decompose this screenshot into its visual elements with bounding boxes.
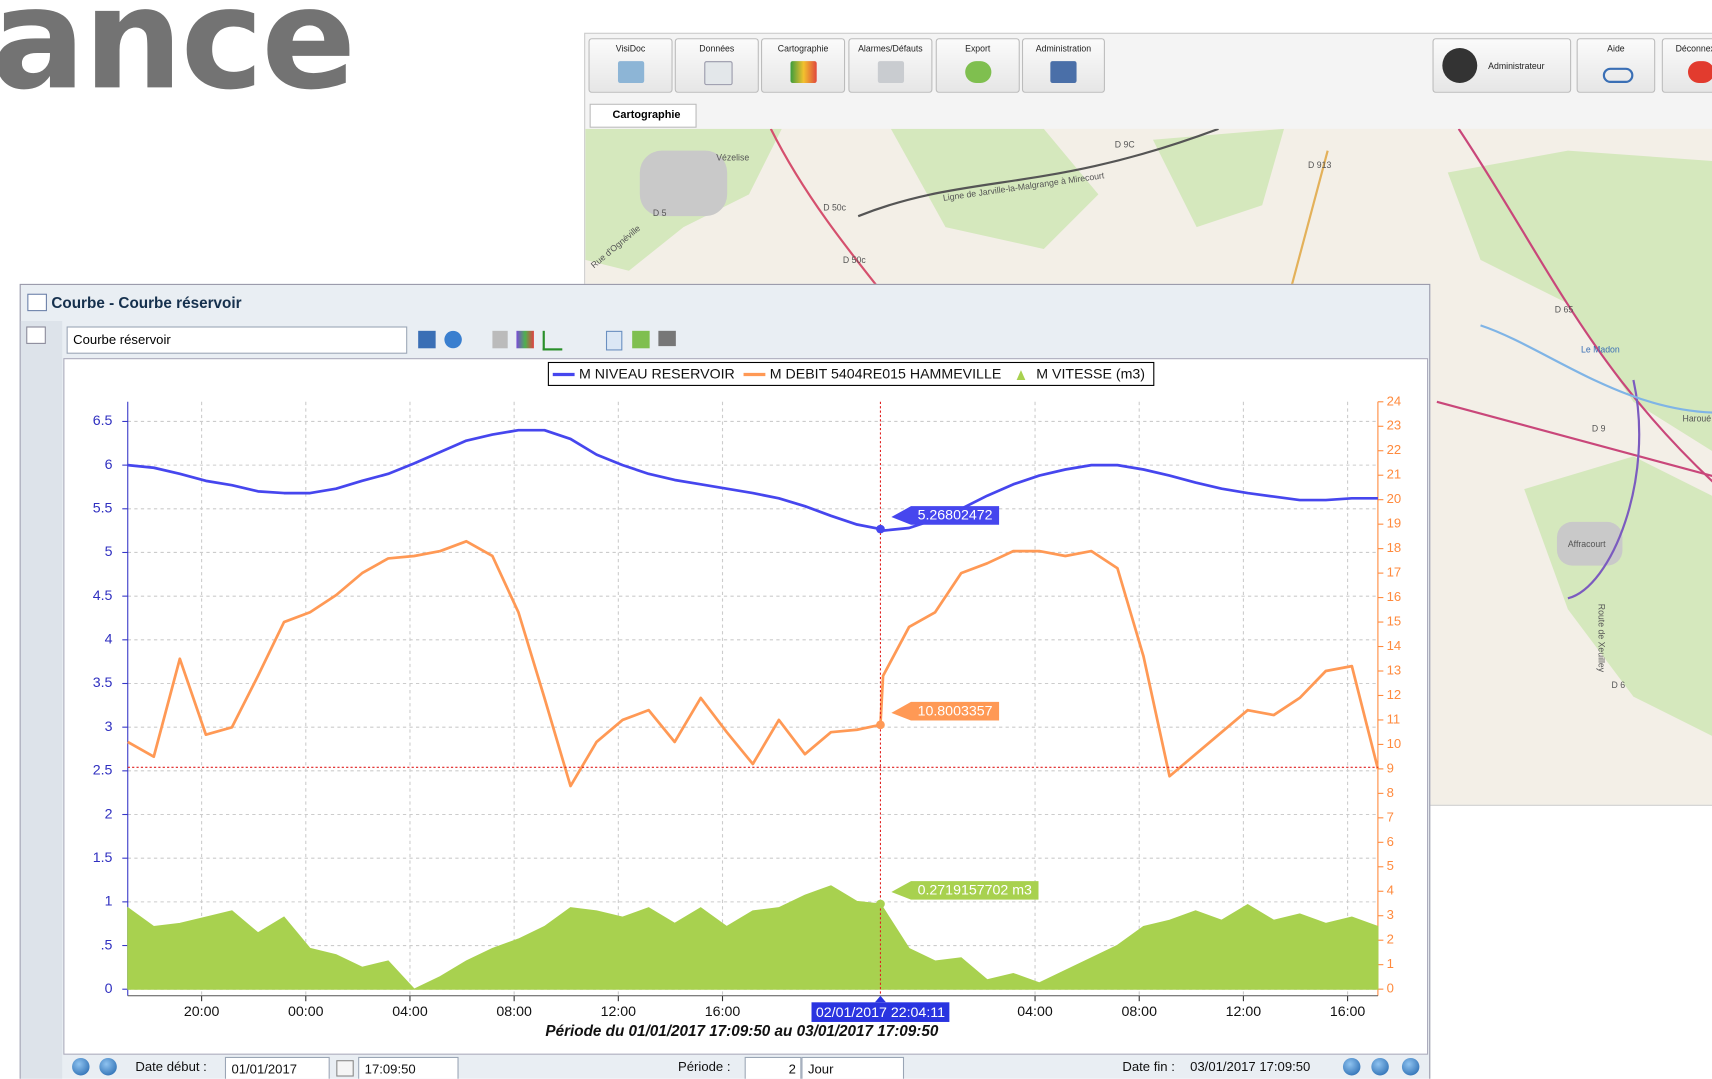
y2-tick-label: 16 [1387,589,1402,604]
x-tick-label: 00:00 [288,1004,324,1020]
y-tick-label: 0 [105,981,113,997]
x-tick-label: 12:00 [1226,1004,1262,1020]
value-label: 5.26802472 [891,506,999,525]
y2-tick-label: 22 [1387,442,1402,457]
x-tick-label: 16:00 [1330,1004,1366,1020]
y-tick-label: 3 [105,719,113,735]
value-label: 0.2719157702 m3 [891,881,1038,900]
y-tick-label: 4 [105,632,113,648]
line [128,541,1378,786]
y2-tick-label: 23 [1387,418,1402,433]
line [128,430,1378,530]
x-tick-label: 16:00 [705,1004,741,1020]
y2-tick-label: 5 [1387,858,1394,873]
y-tick-label: 2 [105,806,113,822]
y2-tick-label: 1 [1387,956,1394,971]
y2-tick-label: 6 [1387,834,1394,849]
value-label-text: 5.26802472 [918,508,993,524]
y2-tick-label: 8 [1387,785,1394,800]
y2-tick-label: 15 [1387,614,1402,629]
x-tick-label: 04:00 [1017,1004,1053,1020]
legend-label: M VITESSE (m3) [1036,366,1145,382]
legend-label: M DEBIT 5404RE015 HAMMEVILLE [770,366,1002,382]
data-point [876,525,885,534]
y2-tick-label: 2 [1387,932,1394,947]
x-tick-label: 04:00 [392,1004,428,1020]
y-tick-label: 6.5 [93,413,113,429]
y2-tick-label: 9 [1387,760,1394,775]
y2-tick-label: 14 [1387,638,1402,653]
legend-label: M NIVEAU RESERVOIR [579,366,735,382]
y2-tick-label: 19 [1387,516,1402,531]
y-tick-label: 1.5 [93,850,113,866]
y2-tick-label: 13 [1387,662,1402,677]
y-tick-label: 3.5 [93,675,113,691]
y2-tick-label: 7 [1387,809,1394,824]
cursor-label-arrow [875,996,886,1003]
y-tick-label: 4.5 [93,588,113,604]
y-tick-label: 2.5 [93,763,113,779]
y2-tick-label: 24 [1387,393,1402,408]
cursor-label-text: 02/01/2017 22:04:11 [816,1005,945,1021]
value-label-text: 0.2719157702 m3 [918,883,1032,899]
x-tick-label: 12:00 [601,1004,637,1020]
value-label-text: 10.8003357 [918,703,993,719]
x-tick-label: 08:00 [1121,1004,1157,1020]
y-tick-label: 5.5 [93,501,113,517]
value-label: 10.8003357 [891,702,999,721]
y2-tick-label: 0 [1387,981,1394,996]
y2-tick-label: 17 [1387,565,1402,580]
data-point [876,900,885,909]
chart: 0.511.522.533.544.555.566.50123456789101… [0,0,1712,1079]
y2-tick-label: 10 [1387,736,1402,751]
y-tick-label: 1 [105,894,113,910]
x-axis-title: Période du 01/01/2017 17:09:50 au 03/01/… [545,1023,938,1040]
y2-tick-label: 3 [1387,907,1394,922]
y2-tick-label: 11 [1387,711,1401,726]
x-tick-label: 20:00 [184,1004,220,1020]
legend: M NIVEAU RESERVOIR M DEBIT 5404RE015 HAMM… [548,362,1153,385]
data-point [876,720,885,729]
y-tick-label: 6 [105,457,113,473]
cursor-label: 02/01/2017 22:04:11 [812,996,950,1022]
y2-tick-label: 4 [1387,883,1394,898]
y-tick-label: 5 [105,544,113,560]
y-tick-label: .5 [101,937,113,953]
y2-tick-label: 18 [1387,540,1402,555]
y2-tick-label: 21 [1387,467,1402,482]
screen: ance VisiDoc Données Cartographie Alarme… [0,0,1712,1079]
area [128,886,1378,989]
y2-tick-label: 20 [1387,491,1402,506]
x-tick-label: 08:00 [496,1004,532,1020]
y2-tick-label: 12 [1387,687,1402,702]
